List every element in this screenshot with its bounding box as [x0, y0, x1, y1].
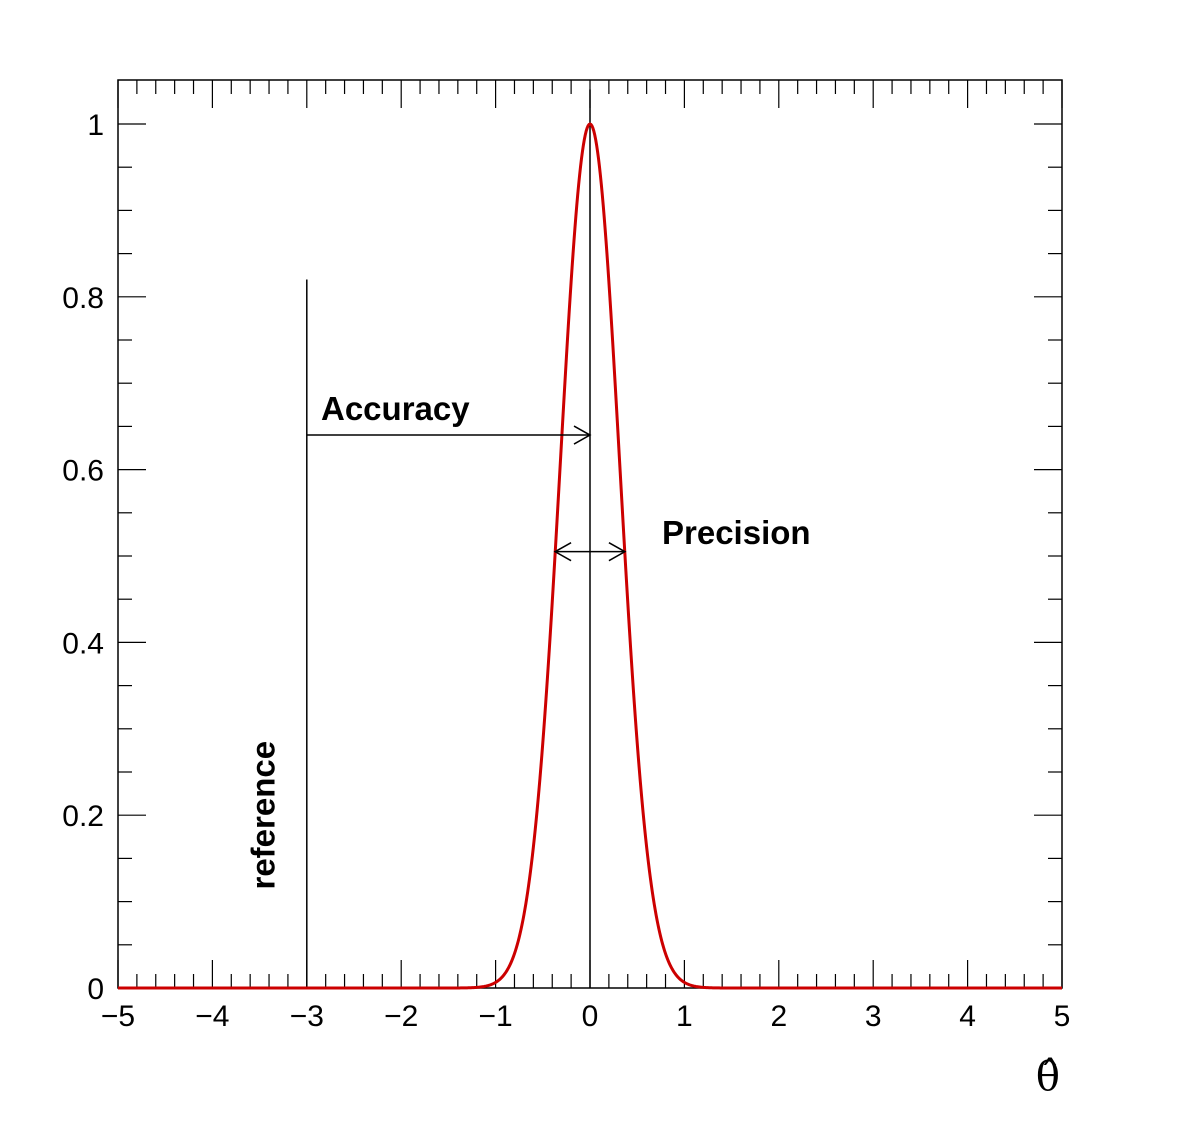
gaussian-series-line [118, 122, 1062, 990]
arrow-head [608, 542, 627, 562]
x-axis-title: θ̂ [1036, 1054, 1060, 1100]
x-tick-label: 3 [865, 1000, 882, 1033]
x-tick-label: 1 [676, 1000, 693, 1033]
x-tick-label: 2 [770, 1000, 787, 1033]
y-tick-label: 1 [87, 109, 104, 142]
vertical-lines [306, 89, 591, 988]
x-tick-label: −5 [101, 1000, 135, 1033]
x-tick-label: 5 [1054, 1000, 1071, 1033]
precision-label: Precision [662, 514, 811, 551]
y-tick-label: 0.2 [62, 800, 104, 833]
x-tick-label: −1 [478, 1000, 512, 1033]
x-tick-label: 4 [959, 1000, 976, 1033]
x-tick-labels: −5 −4 −3 −2 −1 0 1 2 3 4 5 [101, 1000, 1070, 1033]
arrow-head [553, 542, 572, 562]
y-tick-labels: 0 0.2 0.4 0.6 0.8 1 [62, 109, 104, 1006]
y-tick-label: 0 [87, 973, 104, 1006]
x-tick-label: 0 [582, 1000, 599, 1033]
series-group [118, 122, 1062, 990]
arrows [306, 425, 627, 562]
y-tick-label: 0.8 [62, 282, 104, 315]
reference-label: reference [244, 741, 281, 890]
x-tick-label: −3 [290, 1000, 324, 1033]
accuracy-label: Accuracy [321, 390, 470, 427]
x-tick-label: −4 [195, 1000, 229, 1033]
arrow-head [573, 425, 592, 445]
y-tick-label: 0.4 [62, 627, 104, 660]
y-tick-label: 0.6 [62, 455, 104, 488]
tick-marks [117, 80, 1063, 989]
x-tick-label: −2 [384, 1000, 418, 1033]
